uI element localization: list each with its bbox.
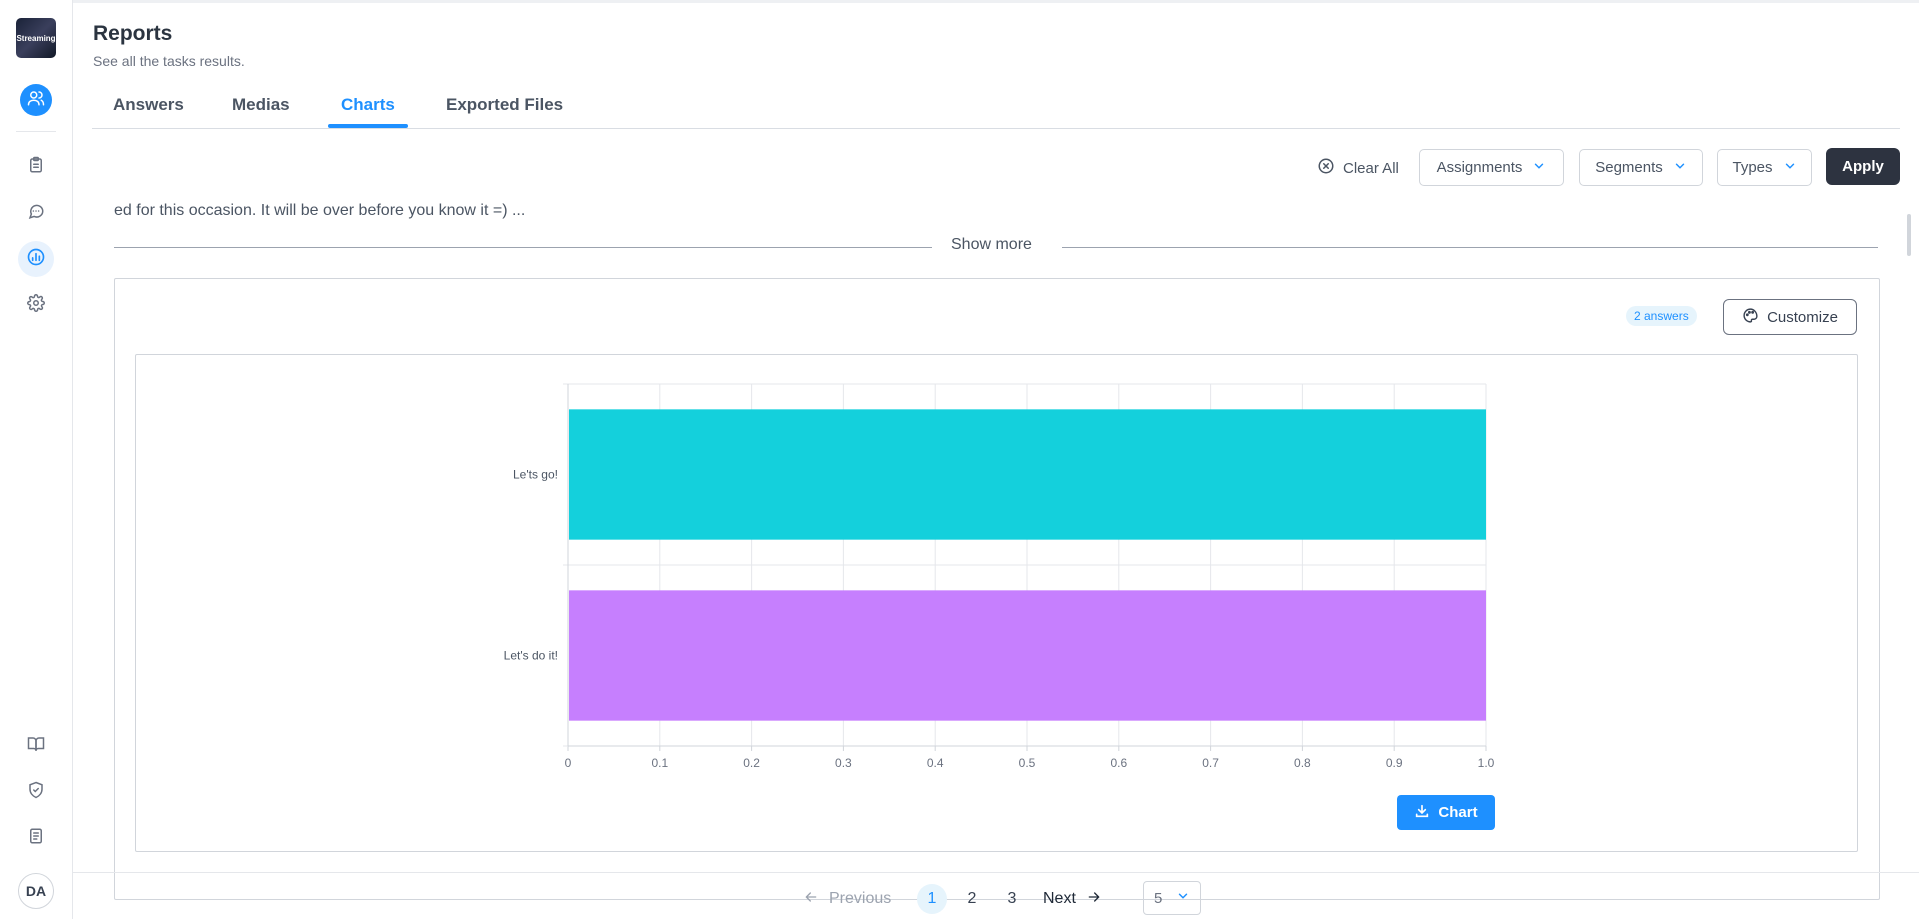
sidebar-item-guide[interactable] — [24, 734, 48, 758]
page-1-button[interactable]: 1 — [917, 884, 947, 914]
per-page-select[interactable]: 5 — [1143, 881, 1201, 915]
pagination-divider — [72, 872, 1919, 873]
clipboard-icon — [27, 156, 45, 179]
app-logo[interactable]: Streaming — [16, 18, 56, 58]
sidebar-item-reports[interactable] — [18, 241, 54, 277]
clear-all-label: Clear All — [1343, 159, 1399, 177]
next-label: Next — [1043, 890, 1076, 907]
bar-chart: 0 0.1 0.2 0.3 0.4 0.5 0.6 0.7 0.8 0.9 1.0 Le'ts go!… — [504, 383, 1495, 770]
category-label: Let's do it! — [504, 649, 558, 663]
x-tick-label: 0.2 — [743, 756, 760, 770]
top-border — [0, 0, 1919, 3]
arrow-left-icon — [803, 889, 819, 910]
tab-medias[interactable]: Medias — [232, 95, 290, 114]
chat-icon — [27, 202, 45, 225]
page-2-button[interactable]: 2 — [967, 890, 977, 907]
bar — [569, 409, 1486, 540]
previous-page-button[interactable]: Previous — [803, 887, 891, 911]
chevron-down-icon — [1783, 159, 1797, 177]
clear-all-button[interactable]: Clear All — [1317, 156, 1399, 180]
sidebar-item-settings[interactable] — [24, 293, 48, 317]
document-icon — [27, 827, 45, 850]
tab-charts[interactable]: Charts — [341, 95, 395, 114]
x-tick-label: 0.3 — [835, 756, 852, 770]
question-description: ed for this occasion. It will be over be… — [114, 202, 526, 219]
chevron-down-icon — [1532, 159, 1546, 177]
x-tick-label: 0 — [565, 756, 572, 770]
page-title: Reports — [93, 22, 173, 45]
tab-exported-files[interactable]: Exported Files — [446, 95, 564, 114]
close-circle-icon — [1317, 157, 1335, 179]
app-logo-text: Streaming — [16, 33, 56, 43]
per-page-value: 5 — [1154, 889, 1163, 907]
types-dropdown[interactable]: Types — [1717, 149, 1812, 186]
divider-left — [114, 247, 932, 248]
scrollbar-thumb[interactable] — [1907, 214, 1911, 256]
chevron-down-icon — [1673, 159, 1687, 177]
customize-label: Customize — [1767, 308, 1838, 326]
sidebar-item-tasks[interactable] — [24, 155, 48, 179]
sidebar-item-messages[interactable] — [24, 201, 48, 225]
chevron-down-icon — [1176, 889, 1190, 907]
next-page-button[interactable]: Next — [1043, 887, 1102, 911]
download-icon — [1414, 803, 1430, 823]
gear-icon — [27, 293, 45, 317]
customize-button[interactable]: Customize — [1723, 299, 1857, 335]
chart-icon — [26, 247, 46, 272]
sidebar: Streaming — [0, 0, 73, 919]
active-tab-indicator — [328, 124, 408, 128]
book-icon — [27, 735, 45, 758]
x-tick-label: 1.0 — [1478, 756, 1495, 770]
assignments-label: Assignments — [1436, 159, 1523, 176]
x-tick-label: 0.9 — [1386, 756, 1403, 770]
sidebar-item-privacy[interactable] — [24, 780, 48, 804]
bar — [569, 590, 1486, 721]
show-more-link[interactable]: Show more — [951, 236, 1032, 253]
segments-dropdown[interactable]: Segments — [1579, 149, 1703, 186]
x-tick-label: 0.1 — [651, 756, 668, 770]
chart-container: 0 0.1 0.2 0.3 0.4 0.5 0.6 0.7 0.8 0.9 1.0 Le'ts go!… — [135, 354, 1858, 852]
apply-button[interactable]: Apply — [1826, 148, 1900, 185]
assignments-dropdown[interactable]: Assignments — [1419, 149, 1564, 186]
page-subtitle: See all the tasks results. — [93, 53, 245, 69]
tab-answers[interactable]: Answers — [113, 95, 184, 114]
page-3-button[interactable]: 3 — [1007, 890, 1017, 907]
x-tick-label: 0.4 — [927, 756, 944, 770]
arrow-right-icon — [1086, 889, 1102, 910]
x-tick-label: 0.7 — [1202, 756, 1219, 770]
x-tick-label: 0.8 — [1294, 756, 1311, 770]
previous-label: Previous — [829, 890, 892, 907]
segments-label: Segments — [1595, 159, 1663, 176]
x-tick-label: 0.5 — [1019, 756, 1036, 770]
avatar-initials: DA — [25, 883, 47, 899]
user-avatar[interactable]: DA — [18, 873, 54, 909]
users-icon — [27, 89, 45, 112]
download-chart-label: Chart — [1438, 804, 1478, 821]
download-chart-button[interactable]: Chart — [1397, 795, 1495, 830]
report-tabs: Answers Medias Charts Exported Files — [92, 95, 1900, 129]
sidebar-item-documents[interactable] — [24, 826, 48, 850]
category-label: Le'ts go! — [513, 468, 558, 482]
types-label: Types — [1732, 159, 1773, 176]
shield-check-icon — [27, 781, 45, 804]
users-button[interactable] — [20, 84, 52, 116]
sidebar-divider — [16, 131, 56, 132]
divider-right — [1062, 247, 1878, 248]
x-tick-label: 0.6 — [1110, 756, 1127, 770]
palette-icon — [1742, 307, 1759, 328]
answers-count-badge: 2 answers — [1626, 306, 1697, 326]
